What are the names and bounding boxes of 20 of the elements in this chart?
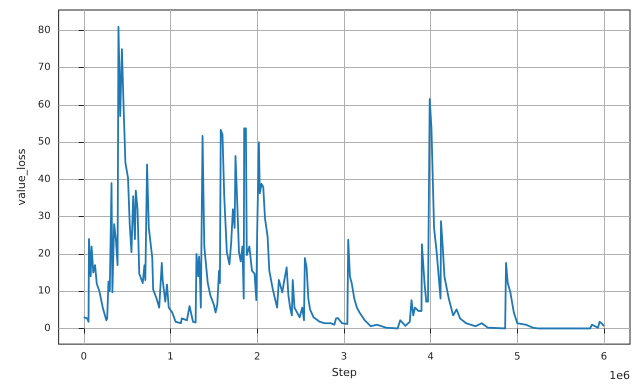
x-tick-label: 3 [340,352,348,363]
x-tick-label: 0 [80,352,87,363]
y-tick-label: 80 [38,24,51,36]
x-tick-label: 4 [427,352,434,363]
y-tick-label: 70 [38,62,51,74]
line-series [82,26,605,330]
y-tick-label: 30 [38,211,51,222]
x-tick-label: 2 [254,352,260,363]
text: 1e6 [609,369,630,382]
y-axis-title: value_loss [15,148,28,206]
x-tick-label: 6 [600,352,608,363]
x-tick-label: 5 [514,352,520,363]
y-tick-label: 10 [38,286,51,297]
y-tick-label: 60 [38,99,51,110]
x-tick-label: 1 [167,352,174,363]
y-tick-label: 20 [38,248,51,260]
y-tick-label: 0 [44,322,51,334]
y-tick-label: 40 [38,174,51,185]
x-axis-title: Step [332,366,357,379]
y-tick-label: 50 [38,136,51,148]
